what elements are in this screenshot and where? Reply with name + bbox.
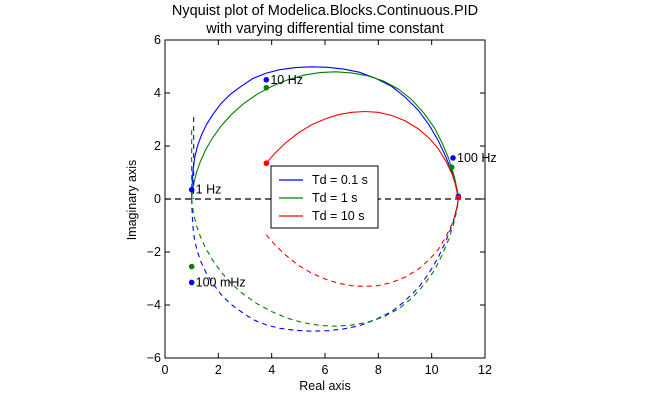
y-axis-label: Imaginary axis (125, 160, 139, 241)
legend-entry: Td = 1 s (312, 191, 358, 205)
y-tick-label: 2 (154, 139, 161, 153)
y-tick-label: −2 (147, 245, 161, 259)
frequency-marker (263, 76, 270, 83)
frequency-annotation: 100 Hz (457, 151, 497, 165)
x-tick-label: 4 (268, 363, 275, 377)
series-line (191, 66, 459, 200)
frequency-marker (188, 279, 195, 286)
legend-entry: Td = 10 s (312, 209, 364, 223)
series-line (265, 110, 459, 200)
frequency-annotation: 100 mHz (196, 275, 246, 289)
series-line (191, 71, 459, 200)
frequency-marker (188, 263, 195, 270)
x-tick-label: 12 (478, 363, 492, 377)
frequency-marker (263, 160, 270, 167)
y-tick-label: 6 (154, 33, 161, 47)
y-tick-label: −6 (147, 351, 161, 365)
frequency-annotation: 1 Hz (196, 183, 222, 197)
x-tick-label: 8 (375, 363, 382, 377)
frequency-annotation: 10 Hz (270, 73, 303, 87)
y-tick-label: −4 (147, 298, 161, 312)
y-tick-label: 0 (154, 192, 161, 206)
y-tick-label: 4 (154, 86, 161, 100)
frequency-marker (455, 194, 462, 201)
x-axis-label: Real axis (299, 379, 350, 393)
chart-subtitle: with varying differential time constant (205, 21, 444, 37)
frequency-marker (450, 155, 456, 161)
x-tick-label: 2 (215, 363, 222, 377)
series-line-mirror (265, 198, 459, 287)
x-tick-label: 6 (322, 363, 329, 377)
legend-box (270, 165, 379, 229)
frequency-marker (448, 164, 455, 170)
legend-entry: Td = 0.1 s (312, 173, 368, 187)
frequency-marker (188, 186, 195, 193)
chart-title: Nyquist plot of Modelica.Blocks.Continuo… (172, 3, 478, 19)
x-tick-label: 10 (425, 363, 439, 377)
frequency-marker (263, 84, 270, 91)
x-tick-label: 0 (162, 363, 169, 377)
legend: Td = 0.1 s Td = 1 s Td = 10 s (270, 165, 379, 229)
